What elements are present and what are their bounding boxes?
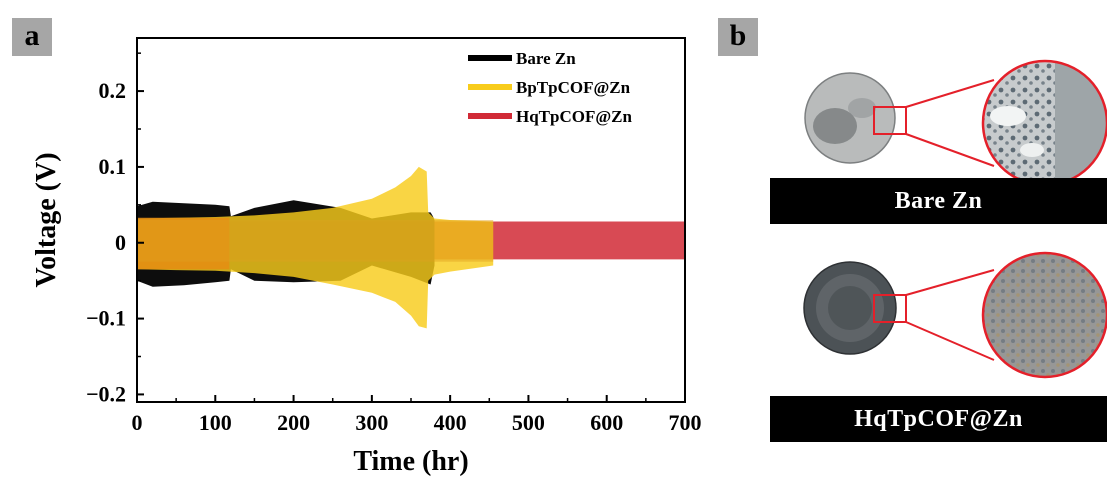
bare-zn-photo xyxy=(770,38,1107,187)
hqtpcof-zn-photo xyxy=(770,240,1107,394)
legend-label-bare-zn: Bare Zn xyxy=(516,49,576,68)
x-tick-label: 200 xyxy=(277,410,310,435)
x-tick-label: 300 xyxy=(355,410,388,435)
panel-label-b: b xyxy=(718,18,758,56)
series-band-bptpcof-zn xyxy=(137,166,494,329)
legend-label-hqtpcof-zn: HqTpCOF@Zn xyxy=(516,107,633,126)
y-tick-label: 0 xyxy=(115,230,126,255)
x-tick-label: 700 xyxy=(669,410,702,435)
y-tick-label: 0.2 xyxy=(99,78,127,103)
y-tick-label: 0.1 xyxy=(99,154,127,179)
legend-label-bptpcof-zn: BpTpCOF@Zn xyxy=(516,78,631,97)
y-tick-label: −0.1 xyxy=(86,306,126,331)
series-layer xyxy=(137,166,685,329)
x-tick-label: 600 xyxy=(590,410,623,435)
x-tick-label: 500 xyxy=(512,410,545,435)
x-tick-label: 400 xyxy=(434,410,467,435)
x-tick-label: 0 xyxy=(132,410,143,435)
y-axis-title: Voltage (V) xyxy=(31,152,62,287)
overlap-band xyxy=(137,217,230,270)
overlap-core-band xyxy=(137,220,494,262)
voltage-time-chart: 0 100 200 300 400 500 600 700 0.2 0.1 0 −0.1 −0.2 Ti… xyxy=(31,37,702,477)
y-tick-label: −0.2 xyxy=(86,381,126,406)
legend: Bare Zn BpTpCOF@Zn HqTpCOF@Zn xyxy=(468,49,633,126)
bare-zn-label: Bare Zn xyxy=(770,178,1107,224)
x-axis-title: Time (hr) xyxy=(353,446,468,477)
hqtpcof-zn-label: HqTpCOF@Zn xyxy=(770,396,1107,442)
panel-label-a: a xyxy=(12,18,52,56)
zinc-surface-photos xyxy=(770,38,1107,394)
x-tick-label: 100 xyxy=(199,410,232,435)
tick-layer: 0 100 200 300 400 500 600 700 0.2 0.1 0 −0.1 −0.2 xyxy=(86,52,702,435)
